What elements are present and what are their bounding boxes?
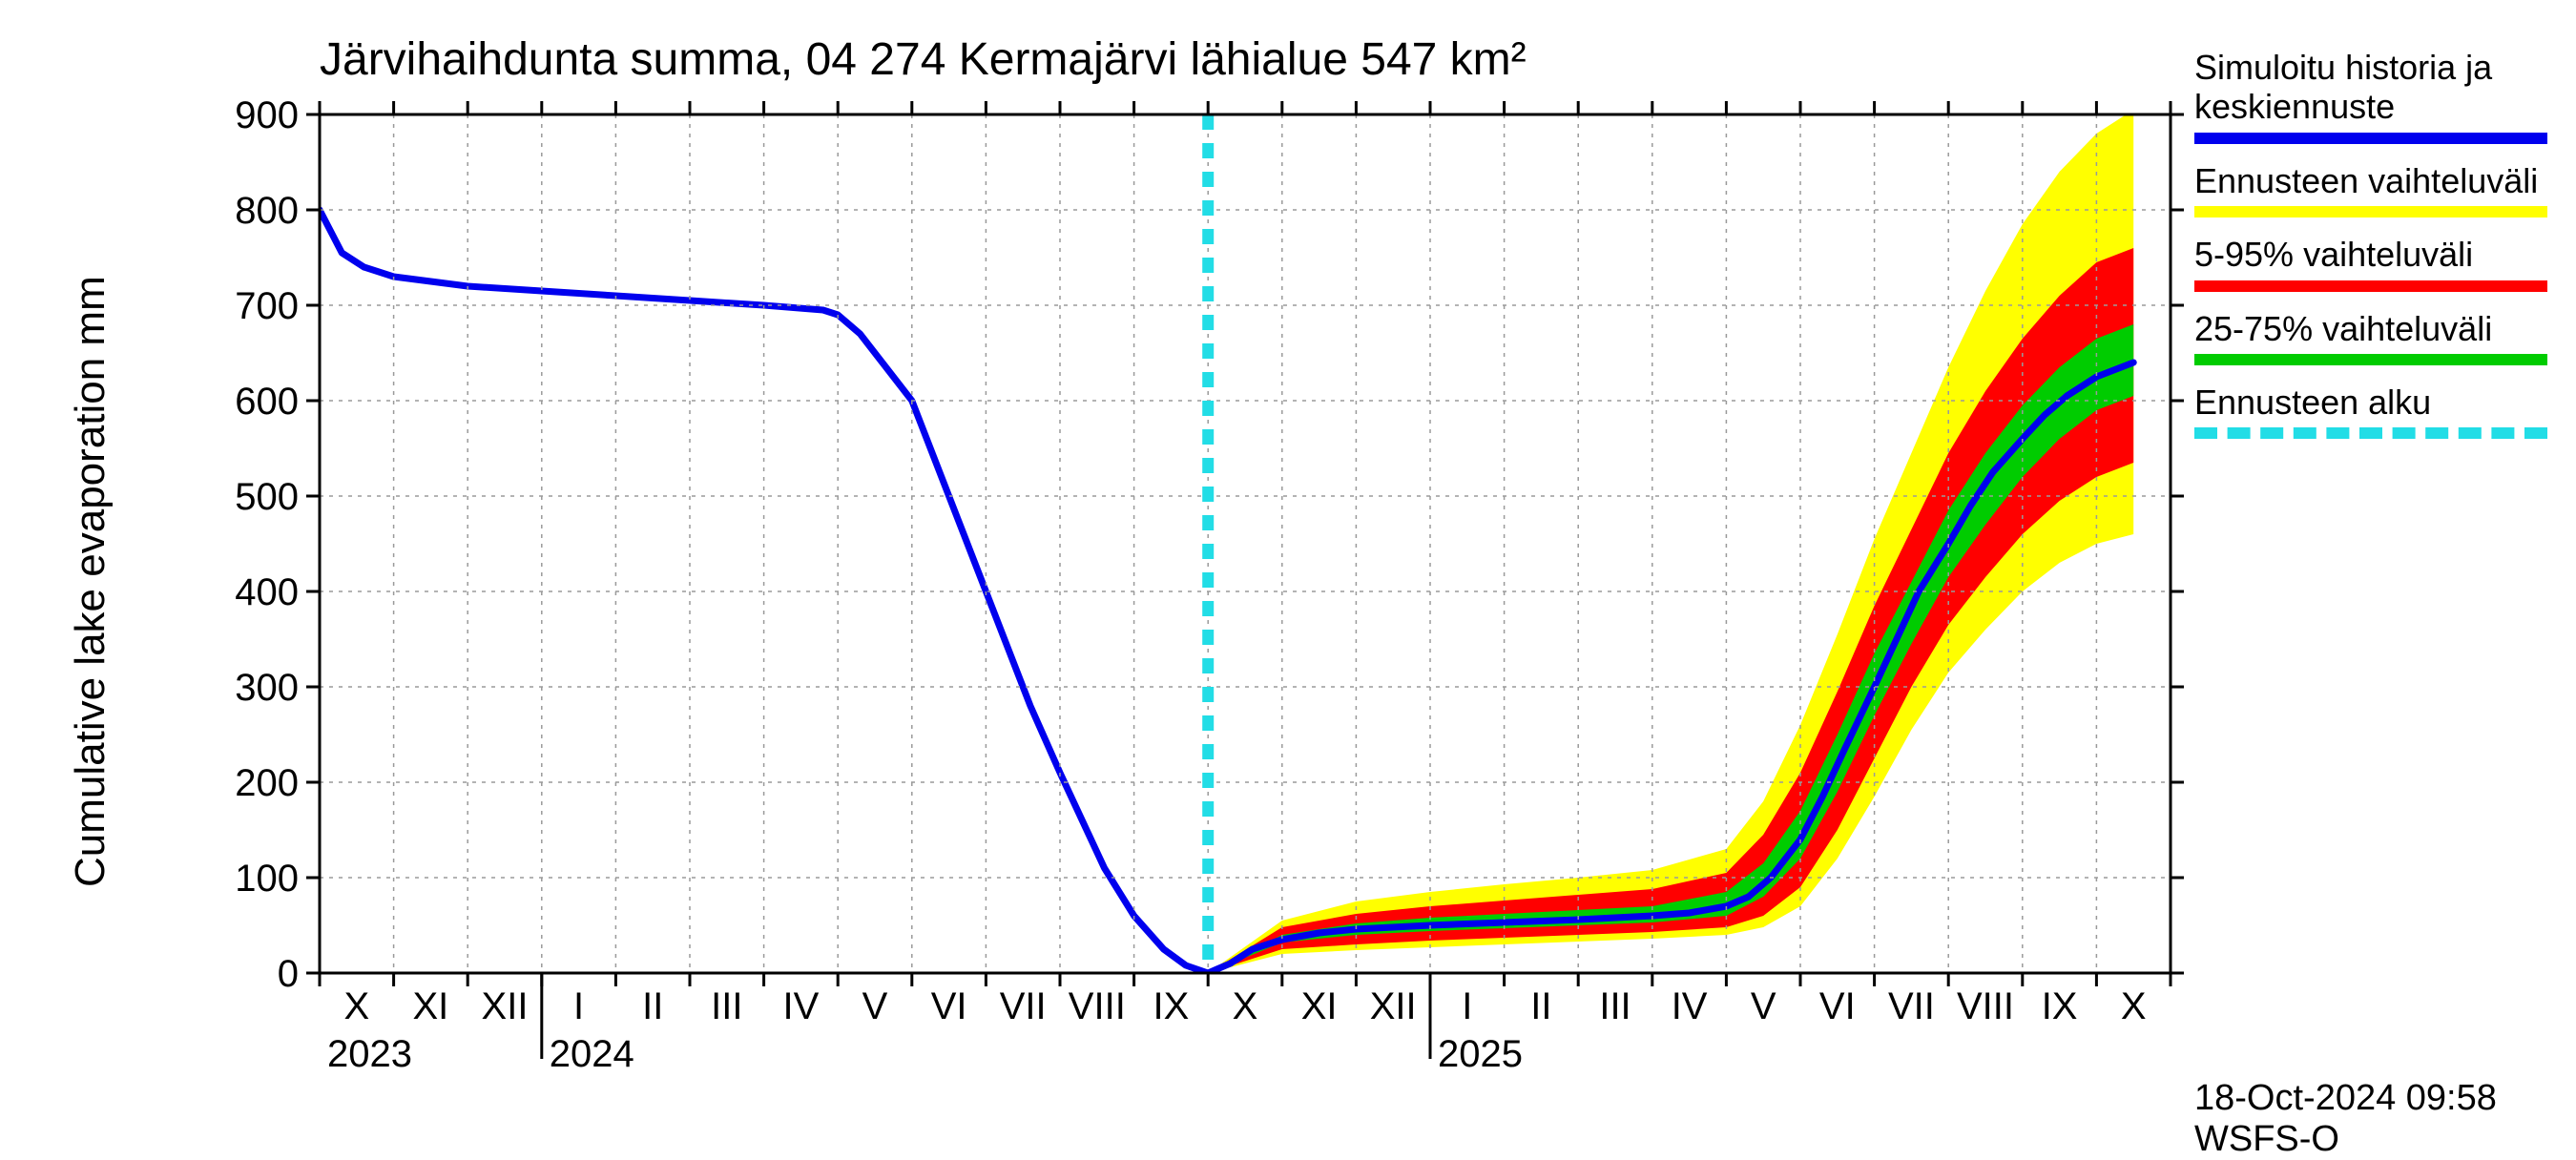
svg-text:IV: IV — [1672, 985, 1708, 1027]
svg-text:II: II — [642, 985, 663, 1027]
svg-text:2024: 2024 — [550, 1033, 634, 1075]
svg-text:III: III — [711, 985, 742, 1027]
legend-swatch-fill — [2194, 354, 2547, 365]
svg-text:VIII: VIII — [1069, 985, 1126, 1027]
svg-text:200: 200 — [235, 762, 299, 804]
svg-text:IV: IV — [783, 985, 820, 1027]
svg-text:V: V — [862, 985, 888, 1027]
legend-item: Simuloitu historia jakeskiennuste — [2194, 48, 2547, 144]
svg-text:IX: IX — [2042, 985, 2078, 1027]
svg-text:XI: XI — [1301, 985, 1338, 1027]
legend-swatch-fill — [2194, 206, 2547, 218]
legend-swatch-fill — [2194, 280, 2547, 292]
chart-container: Järvihaihdunta summa, 04 274 Kermajärvi … — [0, 0, 2576, 1145]
svg-text:III: III — [1599, 985, 1631, 1027]
svg-text:800: 800 — [235, 190, 299, 232]
legend-item: 25-75% vaihteluväli — [2194, 309, 2547, 365]
svg-text:400: 400 — [235, 571, 299, 613]
legend: Simuloitu historia jakeskiennuste Ennuste… — [2194, 48, 2547, 456]
svg-text:I: I — [573, 985, 584, 1027]
svg-text:X: X — [2121, 985, 2147, 1027]
legend-label: Simuloitu historia ja — [2194, 48, 2547, 87]
svg-text:2025: 2025 — [1438, 1033, 1523, 1075]
svg-text:900: 900 — [235, 94, 299, 136]
svg-text:500: 500 — [235, 476, 299, 518]
svg-text:VII: VII — [1888, 985, 1935, 1027]
legend-label: Ennusteen alku — [2194, 383, 2547, 422]
svg-text:XII: XII — [1370, 985, 1417, 1027]
legend-label: keskiennuste — [2194, 87, 2547, 126]
svg-text:II: II — [1530, 985, 1551, 1027]
legend-item: Ennusteen vaihteluväli — [2194, 161, 2547, 218]
svg-text:VII: VII — [1000, 985, 1047, 1027]
svg-text:X: X — [1233, 985, 1258, 1027]
svg-text:I: I — [1462, 985, 1472, 1027]
chart-plot: 0100200300400500600700800900XXIXIIIIIIII… — [0, 0, 2576, 1145]
legend-swatch-line — [2194, 133, 2547, 144]
svg-text:300: 300 — [235, 667, 299, 709]
legend-swatch-dash — [2194, 427, 2547, 439]
legend-label: 5-95% vaihteluväli — [2194, 235, 2547, 274]
svg-text:IX: IX — [1153, 985, 1190, 1027]
svg-text:VI: VI — [931, 985, 967, 1027]
legend-item: 5-95% vaihteluväli — [2194, 235, 2547, 291]
svg-text:X: X — [343, 985, 369, 1027]
svg-text:XI: XI — [413, 985, 449, 1027]
legend-label: 25-75% vaihteluväli — [2194, 309, 2547, 348]
svg-text:V: V — [1751, 985, 1776, 1027]
svg-text:700: 700 — [235, 285, 299, 327]
svg-text:100: 100 — [235, 858, 299, 900]
svg-text:2023: 2023 — [327, 1033, 412, 1075]
legend-item: Ennusteen alku — [2194, 383, 2547, 439]
footer-timestamp: 18-Oct-2024 09:58 WSFS-O — [2194, 1078, 2576, 1160]
svg-text:XII: XII — [482, 985, 529, 1027]
legend-label: Ennusteen vaihteluväli — [2194, 161, 2547, 200]
svg-text:VIII: VIII — [1957, 985, 2014, 1027]
svg-text:VI: VI — [1819, 985, 1856, 1027]
svg-text:0: 0 — [278, 953, 299, 995]
svg-text:600: 600 — [235, 381, 299, 423]
